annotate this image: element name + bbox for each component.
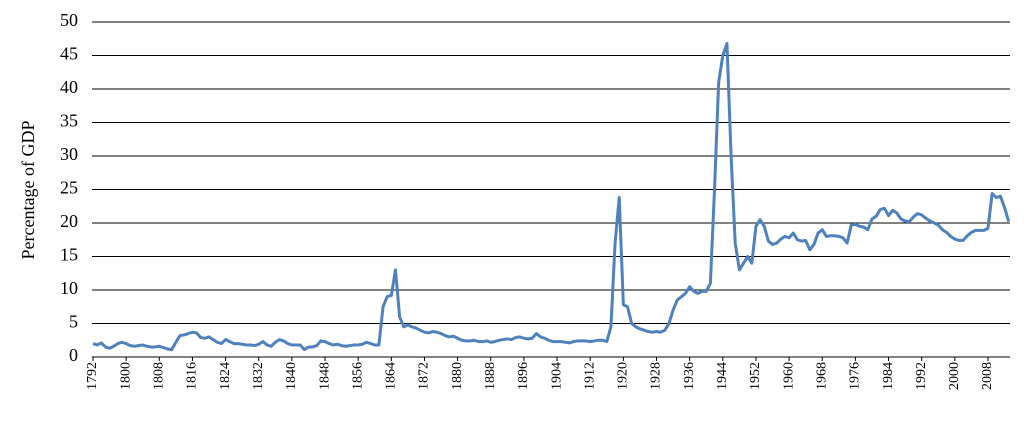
x-tick-label: 1968 <box>814 362 829 390</box>
y-tick-label: 15 <box>60 245 78 265</box>
x-tick-label: 1960 <box>781 362 796 390</box>
x-tick-label: 1856 <box>350 362 365 390</box>
y-tick-label: 30 <box>60 144 78 164</box>
x-tick-label: 1896 <box>516 362 531 390</box>
x-tick-label: 1928 <box>649 362 664 390</box>
data-line <box>92 41 1011 352</box>
x-tick-label: 1832 <box>251 362 266 390</box>
x-tick-label: 1920 <box>616 362 631 390</box>
x-tick-label: 1848 <box>317 362 332 390</box>
x-tick-label: 1936 <box>682 362 697 390</box>
x-tick-label: 1864 <box>384 362 399 390</box>
x-tick-label: 2008 <box>980 362 995 390</box>
x-tick-label: 1808 <box>152 362 167 390</box>
y-tick-label: 0 <box>69 345 78 365</box>
y-tick-label: 45 <box>60 44 78 64</box>
x-tick-label: 1800 <box>118 362 133 390</box>
x-tick-label: 1816 <box>185 362 200 390</box>
y-axis-label: Percentage of GDP <box>18 121 38 260</box>
x-tick-label: 1984 <box>881 362 896 390</box>
x-tick-label: 1976 <box>848 362 863 390</box>
x-tick-label: 1904 <box>549 362 564 390</box>
y-tick-label: 20 <box>60 211 78 231</box>
x-tick-label: 1792 <box>85 362 100 390</box>
x-tick-label: 1824 <box>218 362 233 390</box>
y-tick-label: 5 <box>69 312 78 332</box>
x-tick-label: 1872 <box>417 362 432 390</box>
x-tick-label: 1840 <box>284 362 299 390</box>
x-tick-label: 1880 <box>450 362 465 390</box>
y-tick-label: 35 <box>60 111 78 131</box>
x-tick-label: 1952 <box>748 362 763 390</box>
x-tick-label: 1944 <box>715 362 730 390</box>
y-tick-label: 10 <box>60 278 78 298</box>
x-tick-label: 1912 <box>582 362 597 390</box>
y-tick-label: 50 <box>60 10 78 30</box>
x-tick-label: 1992 <box>914 362 929 390</box>
y-tick-label: 25 <box>60 178 78 198</box>
x-tick-label: 2000 <box>947 362 962 390</box>
y-tick-label: 40 <box>60 77 78 97</box>
x-tick-label: 1888 <box>483 362 498 390</box>
